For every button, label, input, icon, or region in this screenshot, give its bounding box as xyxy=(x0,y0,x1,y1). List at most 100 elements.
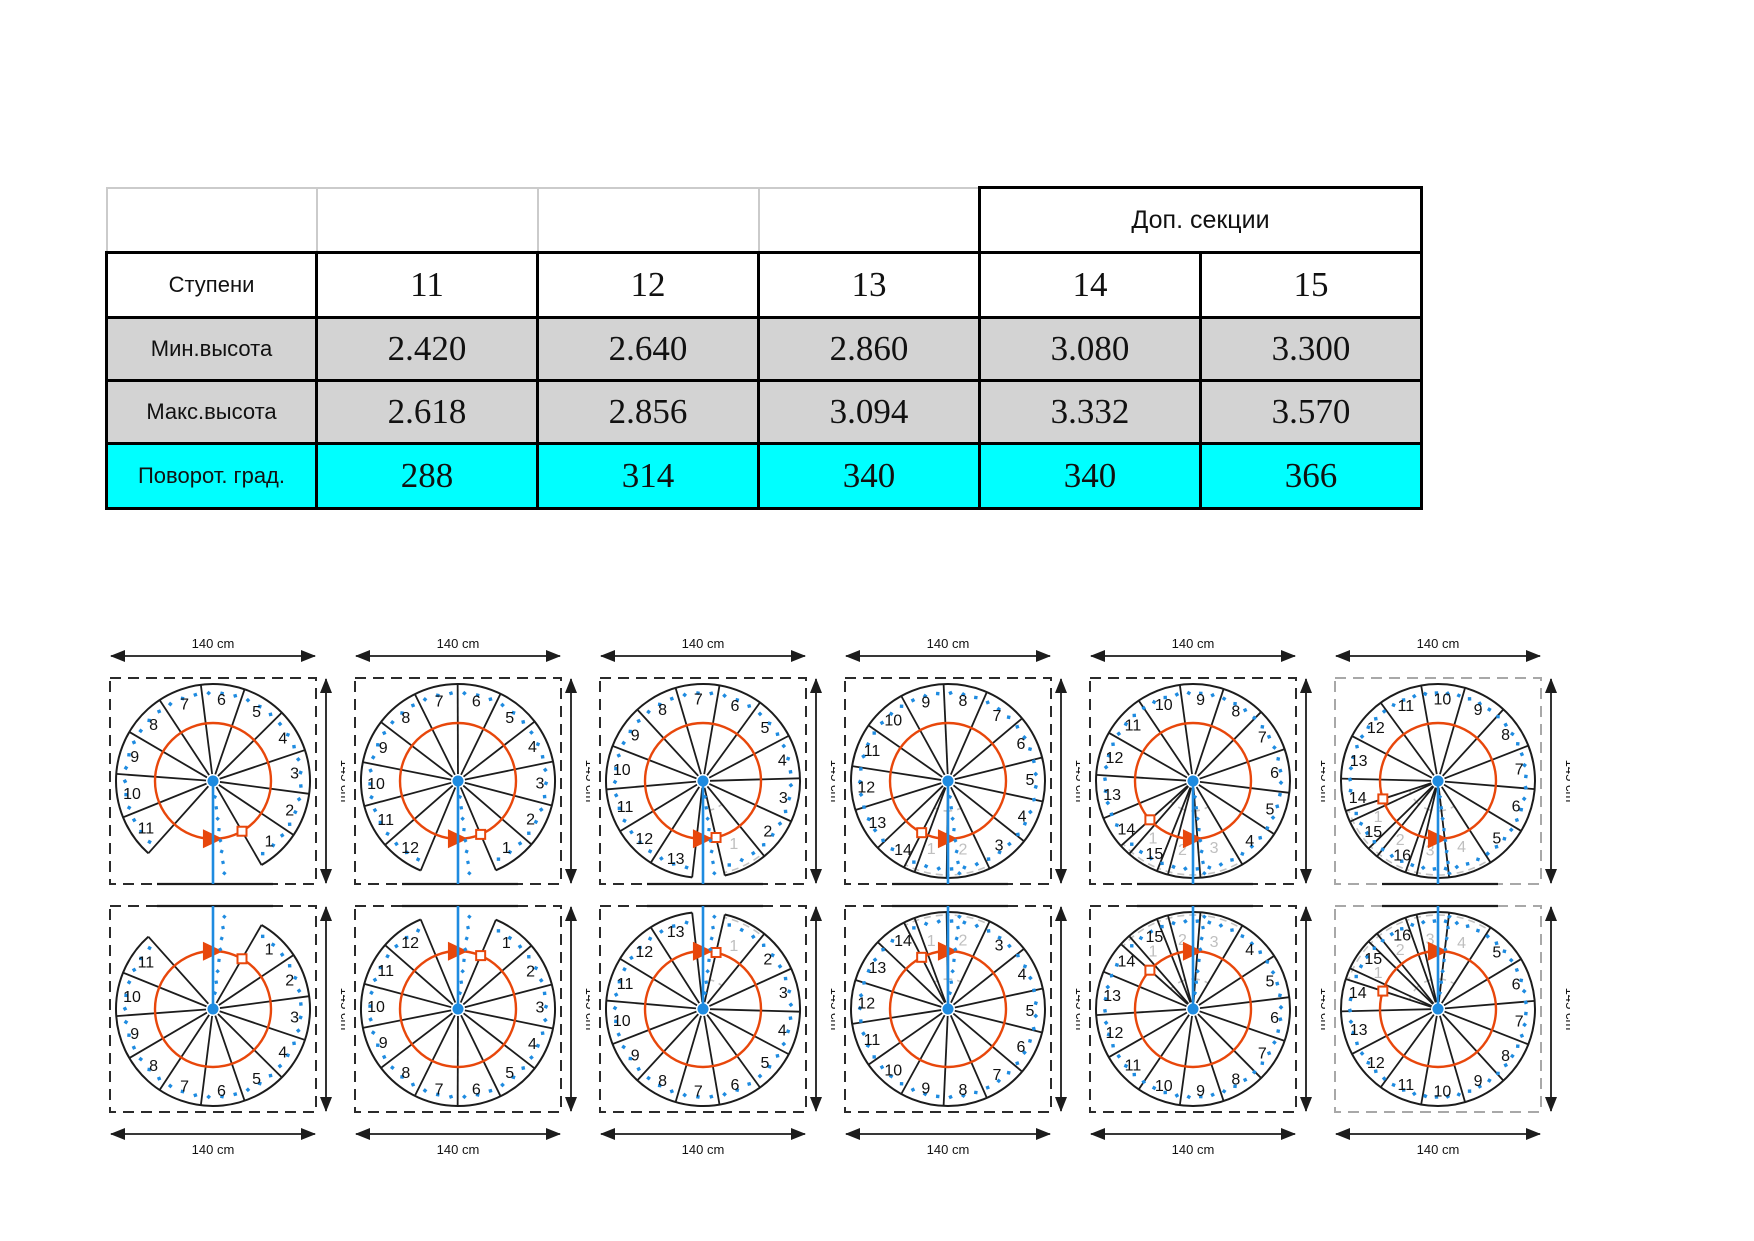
step-edge-line xyxy=(1199,780,1290,794)
tread-dot xyxy=(123,765,129,771)
dim-arrow-right xyxy=(546,1128,561,1140)
step-number: 3 xyxy=(995,937,1004,954)
step-edge-line xyxy=(949,691,988,775)
step-number: 9 xyxy=(130,749,139,766)
tread-dot xyxy=(1195,919,1200,923)
tread-dot xyxy=(1027,809,1033,815)
dim-arrow-left xyxy=(845,650,860,662)
step-number: 10 xyxy=(1155,697,1173,714)
step-number: 12 xyxy=(857,995,875,1012)
exit-edge-dot xyxy=(1440,816,1445,821)
tread-dot xyxy=(757,711,763,717)
step-edge-line xyxy=(1341,777,1432,782)
step-number: 14 xyxy=(1349,790,1367,807)
tread-dot xyxy=(1494,844,1499,849)
tread-dot xyxy=(1199,691,1203,696)
exit-edge-dot xyxy=(463,838,468,843)
exit-edge-dot xyxy=(464,849,469,854)
exit-edge-dot xyxy=(956,925,960,930)
step-edge-line xyxy=(1341,1008,1432,1013)
tread-dot xyxy=(646,709,651,715)
step-number: 4 xyxy=(778,1022,787,1039)
tread-dot xyxy=(1354,744,1360,749)
tread-dot xyxy=(857,779,863,785)
tread-dot xyxy=(292,744,296,749)
dim-arrow-left xyxy=(845,1128,860,1140)
tread-dot xyxy=(1389,931,1395,937)
tread-dot xyxy=(389,720,395,725)
tread-dot xyxy=(404,850,409,855)
step-edge-line xyxy=(952,948,1025,1006)
min-height-row: Мин.высота 2.420 2.640 2.860 3.080 3.300 xyxy=(105,316,1423,382)
tread-dot xyxy=(1465,924,1470,929)
tread-dot xyxy=(936,919,942,924)
rotation-start-marker xyxy=(710,946,722,958)
height-dimension-label: 145 cm xyxy=(828,988,835,1031)
step-edge-line xyxy=(877,941,944,1005)
step-number: 11 xyxy=(377,812,394,829)
step-edge-line xyxy=(703,1015,721,1105)
tread-dot xyxy=(1106,753,1111,758)
step-number: 14 xyxy=(894,842,912,859)
step-edge-line xyxy=(462,944,533,1006)
tread-dot xyxy=(1276,756,1281,761)
rotation-start-marker xyxy=(710,832,722,844)
tread-dot xyxy=(1391,702,1396,708)
width-dimension-label: 140 cm xyxy=(1172,636,1215,651)
tread-dot xyxy=(1422,691,1428,697)
step-number: 9 xyxy=(1196,1083,1205,1100)
step-edge-line xyxy=(384,944,454,1006)
exit-edge-dot xyxy=(956,860,960,865)
step-edge-line xyxy=(954,1009,1043,1034)
tread-dot xyxy=(960,1093,966,1099)
exit-edge-dot xyxy=(457,794,463,800)
tread-dot xyxy=(1514,817,1520,823)
step-number: 8 xyxy=(149,717,158,734)
step-number: 12 xyxy=(635,831,653,848)
ghost-step-number: 3 xyxy=(1426,931,1435,948)
exit-edge-dot xyxy=(1439,805,1444,810)
stair-outer-arc xyxy=(605,683,802,879)
tread-dot xyxy=(1022,821,1028,826)
turn-degrees-value: 340 xyxy=(757,442,981,510)
rotation-start-marker xyxy=(475,828,487,840)
tread-dot xyxy=(1022,964,1028,969)
exit-edge-dot xyxy=(212,990,218,996)
tread-dot xyxy=(193,692,198,697)
steps-value: 11 xyxy=(315,251,539,319)
step-edge-line xyxy=(868,724,943,778)
tread-dot xyxy=(881,947,886,952)
tread-dot xyxy=(1372,839,1377,844)
step-edge-line xyxy=(218,784,295,836)
exit-edge-dot xyxy=(711,925,715,930)
tread-dot xyxy=(1116,1053,1122,1059)
tread-dot xyxy=(787,796,792,801)
tread-dot xyxy=(1106,1032,1111,1037)
width-dimension-label: 140 cm xyxy=(927,1142,970,1157)
tread-dot xyxy=(922,1091,928,1097)
tread-dot xyxy=(404,935,409,940)
min-height-value: 3.080 xyxy=(978,316,1202,382)
tread-dot xyxy=(1103,764,1109,770)
tread-dot xyxy=(872,827,878,833)
step-number: 3 xyxy=(536,776,545,793)
exit-edge-dot xyxy=(1198,838,1203,843)
tread-dot xyxy=(1521,796,1527,802)
tread-dot xyxy=(1519,807,1524,812)
step-edge-line xyxy=(706,1014,761,1089)
tread-dot xyxy=(1434,691,1439,695)
tread-dot xyxy=(1031,988,1037,993)
tread-dot xyxy=(1270,969,1276,975)
step-edge-line xyxy=(364,983,452,1009)
rotation-start-marker xyxy=(1144,964,1156,976)
tread-dot xyxy=(750,934,756,940)
step-number: 5 xyxy=(761,1055,770,1072)
dim-arrow-down xyxy=(1300,1097,1312,1112)
tread-dot xyxy=(1508,827,1514,833)
step-edge-line xyxy=(462,1012,536,1070)
step-edge-line xyxy=(1156,918,1192,1003)
step-edge-line xyxy=(1444,780,1535,791)
height-dimension-label: 145 cm xyxy=(338,760,345,803)
tread-dot xyxy=(865,1043,871,1048)
